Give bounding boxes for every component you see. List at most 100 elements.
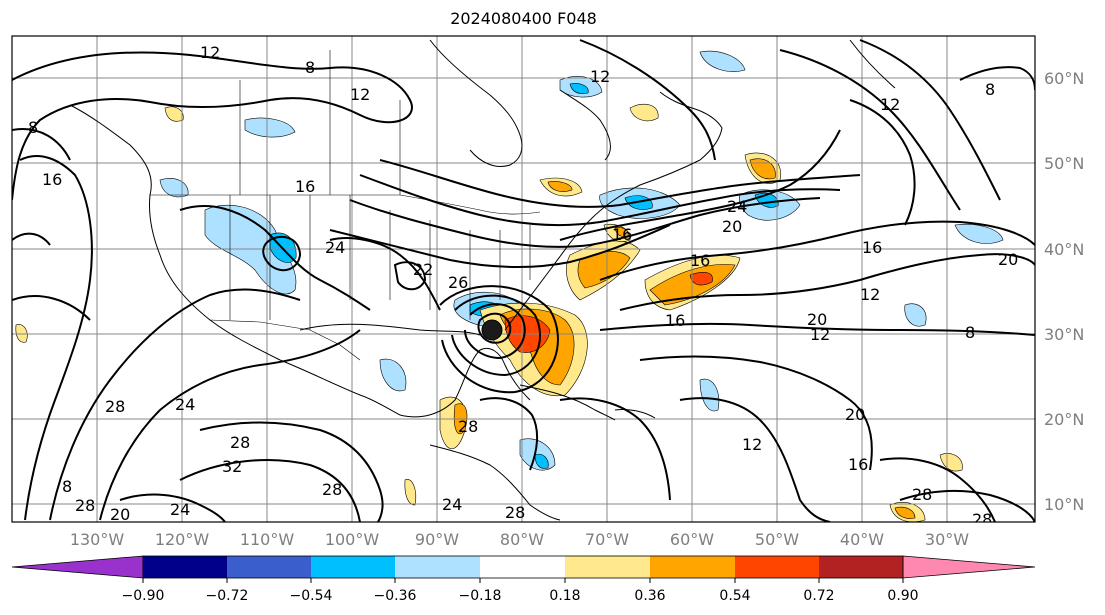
- contour-5: [179, 205, 371, 311]
- lon-label: 60°W: [670, 530, 714, 549]
- coast-labrador: [559, 89, 611, 161]
- coast-us-gulf: [299, 323, 481, 336]
- contour-15: [599, 322, 1035, 336]
- contour-36: [479, 397, 538, 471]
- contour-28: [559, 397, 671, 501]
- contour-26: [179, 459, 361, 522]
- shade-neg-11: [904, 303, 927, 327]
- contour-25: [199, 421, 384, 522]
- contour-label: 28: [505, 503, 525, 522]
- contour-10: [349, 197, 821, 248]
- contour-label: 28: [322, 480, 342, 499]
- coast-us-east: [504, 159, 701, 331]
- contour-label: 12: [860, 285, 880, 304]
- contour-12: [559, 129, 841, 241]
- contour-label: 8: [965, 323, 975, 342]
- contour-label: 20: [998, 250, 1018, 269]
- shade-neg-10: [954, 223, 1004, 244]
- contour-1: [12, 51, 413, 201]
- contour-label: 22: [413, 260, 433, 279]
- colorbar-tick: −0.54: [290, 588, 333, 604]
- lon-label: 110°W: [240, 530, 295, 549]
- contour-label: 24: [170, 500, 190, 519]
- contour-label: 16: [690, 251, 710, 270]
- contour-label: 16: [612, 225, 632, 244]
- state-lines-west: [229, 195, 311, 330]
- contour-label: 20: [807, 310, 827, 329]
- contour-labels: 12 8 12 12 12 8 8 16 16 24 22 26 16 16 2…: [28, 43, 1018, 529]
- lon-label: 80°W: [500, 530, 544, 549]
- lon-label: 30°W: [925, 530, 969, 549]
- contour-label: 24: [325, 238, 345, 257]
- lon-label: 130°W: [70, 530, 125, 549]
- coast-greenland-south: [849, 39, 896, 89]
- contour-16: [639, 355, 873, 471]
- coast-cuba: [519, 384, 616, 421]
- contour-9: [359, 174, 841, 227]
- lon-label: 100°W: [325, 530, 380, 549]
- contour-label: 20: [110, 505, 130, 524]
- colorbar-tick: −0.18: [459, 588, 502, 604]
- contour-label: 32: [222, 457, 242, 476]
- contour-label: 16: [295, 177, 315, 196]
- coast-pacific-northwest: [69, 104, 401, 416]
- contour-3: [49, 288, 301, 521]
- coastlines: [69, 39, 896, 521]
- contour-32: [579, 39, 716, 161]
- coast-central-america: [429, 444, 561, 521]
- shade-pos-18: [749, 158, 776, 180]
- shade-neg-1: [204, 204, 297, 295]
- shade-pos-14: [577, 251, 631, 289]
- colorbar-ticks: −0.90 −0.72 −0.54 −0.36 −0.18 0.18 0.36 …: [122, 588, 919, 604]
- colorbar-tick: 0.72: [803, 588, 834, 604]
- contour-17: [679, 397, 831, 522]
- contour-23: [451, 294, 541, 377]
- map-title: 2024080400 F048: [450, 9, 597, 28]
- colorbar-segment: [819, 556, 903, 578]
- colorbar-frame: [142, 555, 904, 579]
- contour-label: 28: [105, 397, 125, 416]
- contour-label: 28: [972, 510, 992, 529]
- contour-label: 16: [42, 170, 62, 189]
- contour-22: [464, 303, 526, 360]
- contour-label: 16: [862, 238, 882, 257]
- shade-neg-12: [379, 358, 407, 392]
- border-us-canada: [150, 194, 541, 215]
- contour-label: 26: [448, 273, 468, 292]
- map-frame: [11, 35, 1036, 523]
- colorbar-tick: 0.90: [887, 588, 918, 604]
- shade-pos-9: [164, 106, 184, 122]
- contour-label: 28: [458, 417, 478, 436]
- contour-14: [619, 253, 1035, 311]
- shade-neg-6: [244, 117, 296, 138]
- shade-pos-10: [939, 453, 963, 472]
- colorbar-extend-low: [11, 555, 144, 579]
- contour-34: [899, 489, 1035, 522]
- lat-label: 50°N: [1044, 154, 1084, 173]
- shade-pos-6: [629, 103, 659, 122]
- contour-label: 12: [350, 85, 370, 104]
- lon-label: 70°W: [585, 530, 629, 549]
- contour-label: 12: [200, 43, 220, 62]
- contour-13: [599, 220, 1035, 281]
- contour-label: 8: [62, 477, 72, 496]
- colorbar-tick: 0.18: [549, 588, 580, 604]
- shade-pos-17: [547, 181, 573, 192]
- contour-label: 24: [442, 495, 462, 514]
- contour-4: [99, 329, 361, 521]
- contour-29: [879, 457, 996, 522]
- contour-label: 20: [722, 217, 742, 236]
- coast-hispaniola: [614, 409, 656, 419]
- contour-label: 12: [880, 95, 900, 114]
- contour-30: [12, 295, 91, 321]
- shade-neg-9: [699, 378, 720, 412]
- lat-label: 30°N: [1044, 325, 1084, 344]
- contour-label: 12: [810, 325, 830, 344]
- contour-label: 24: [175, 395, 195, 414]
- contour-11: [329, 224, 671, 269]
- colorbar-segment: [227, 556, 311, 578]
- shade-pos-11: [404, 479, 417, 506]
- contour-label: 28: [230, 433, 250, 452]
- lon-label: 40°W: [840, 530, 884, 549]
- contour-18: [779, 49, 961, 211]
